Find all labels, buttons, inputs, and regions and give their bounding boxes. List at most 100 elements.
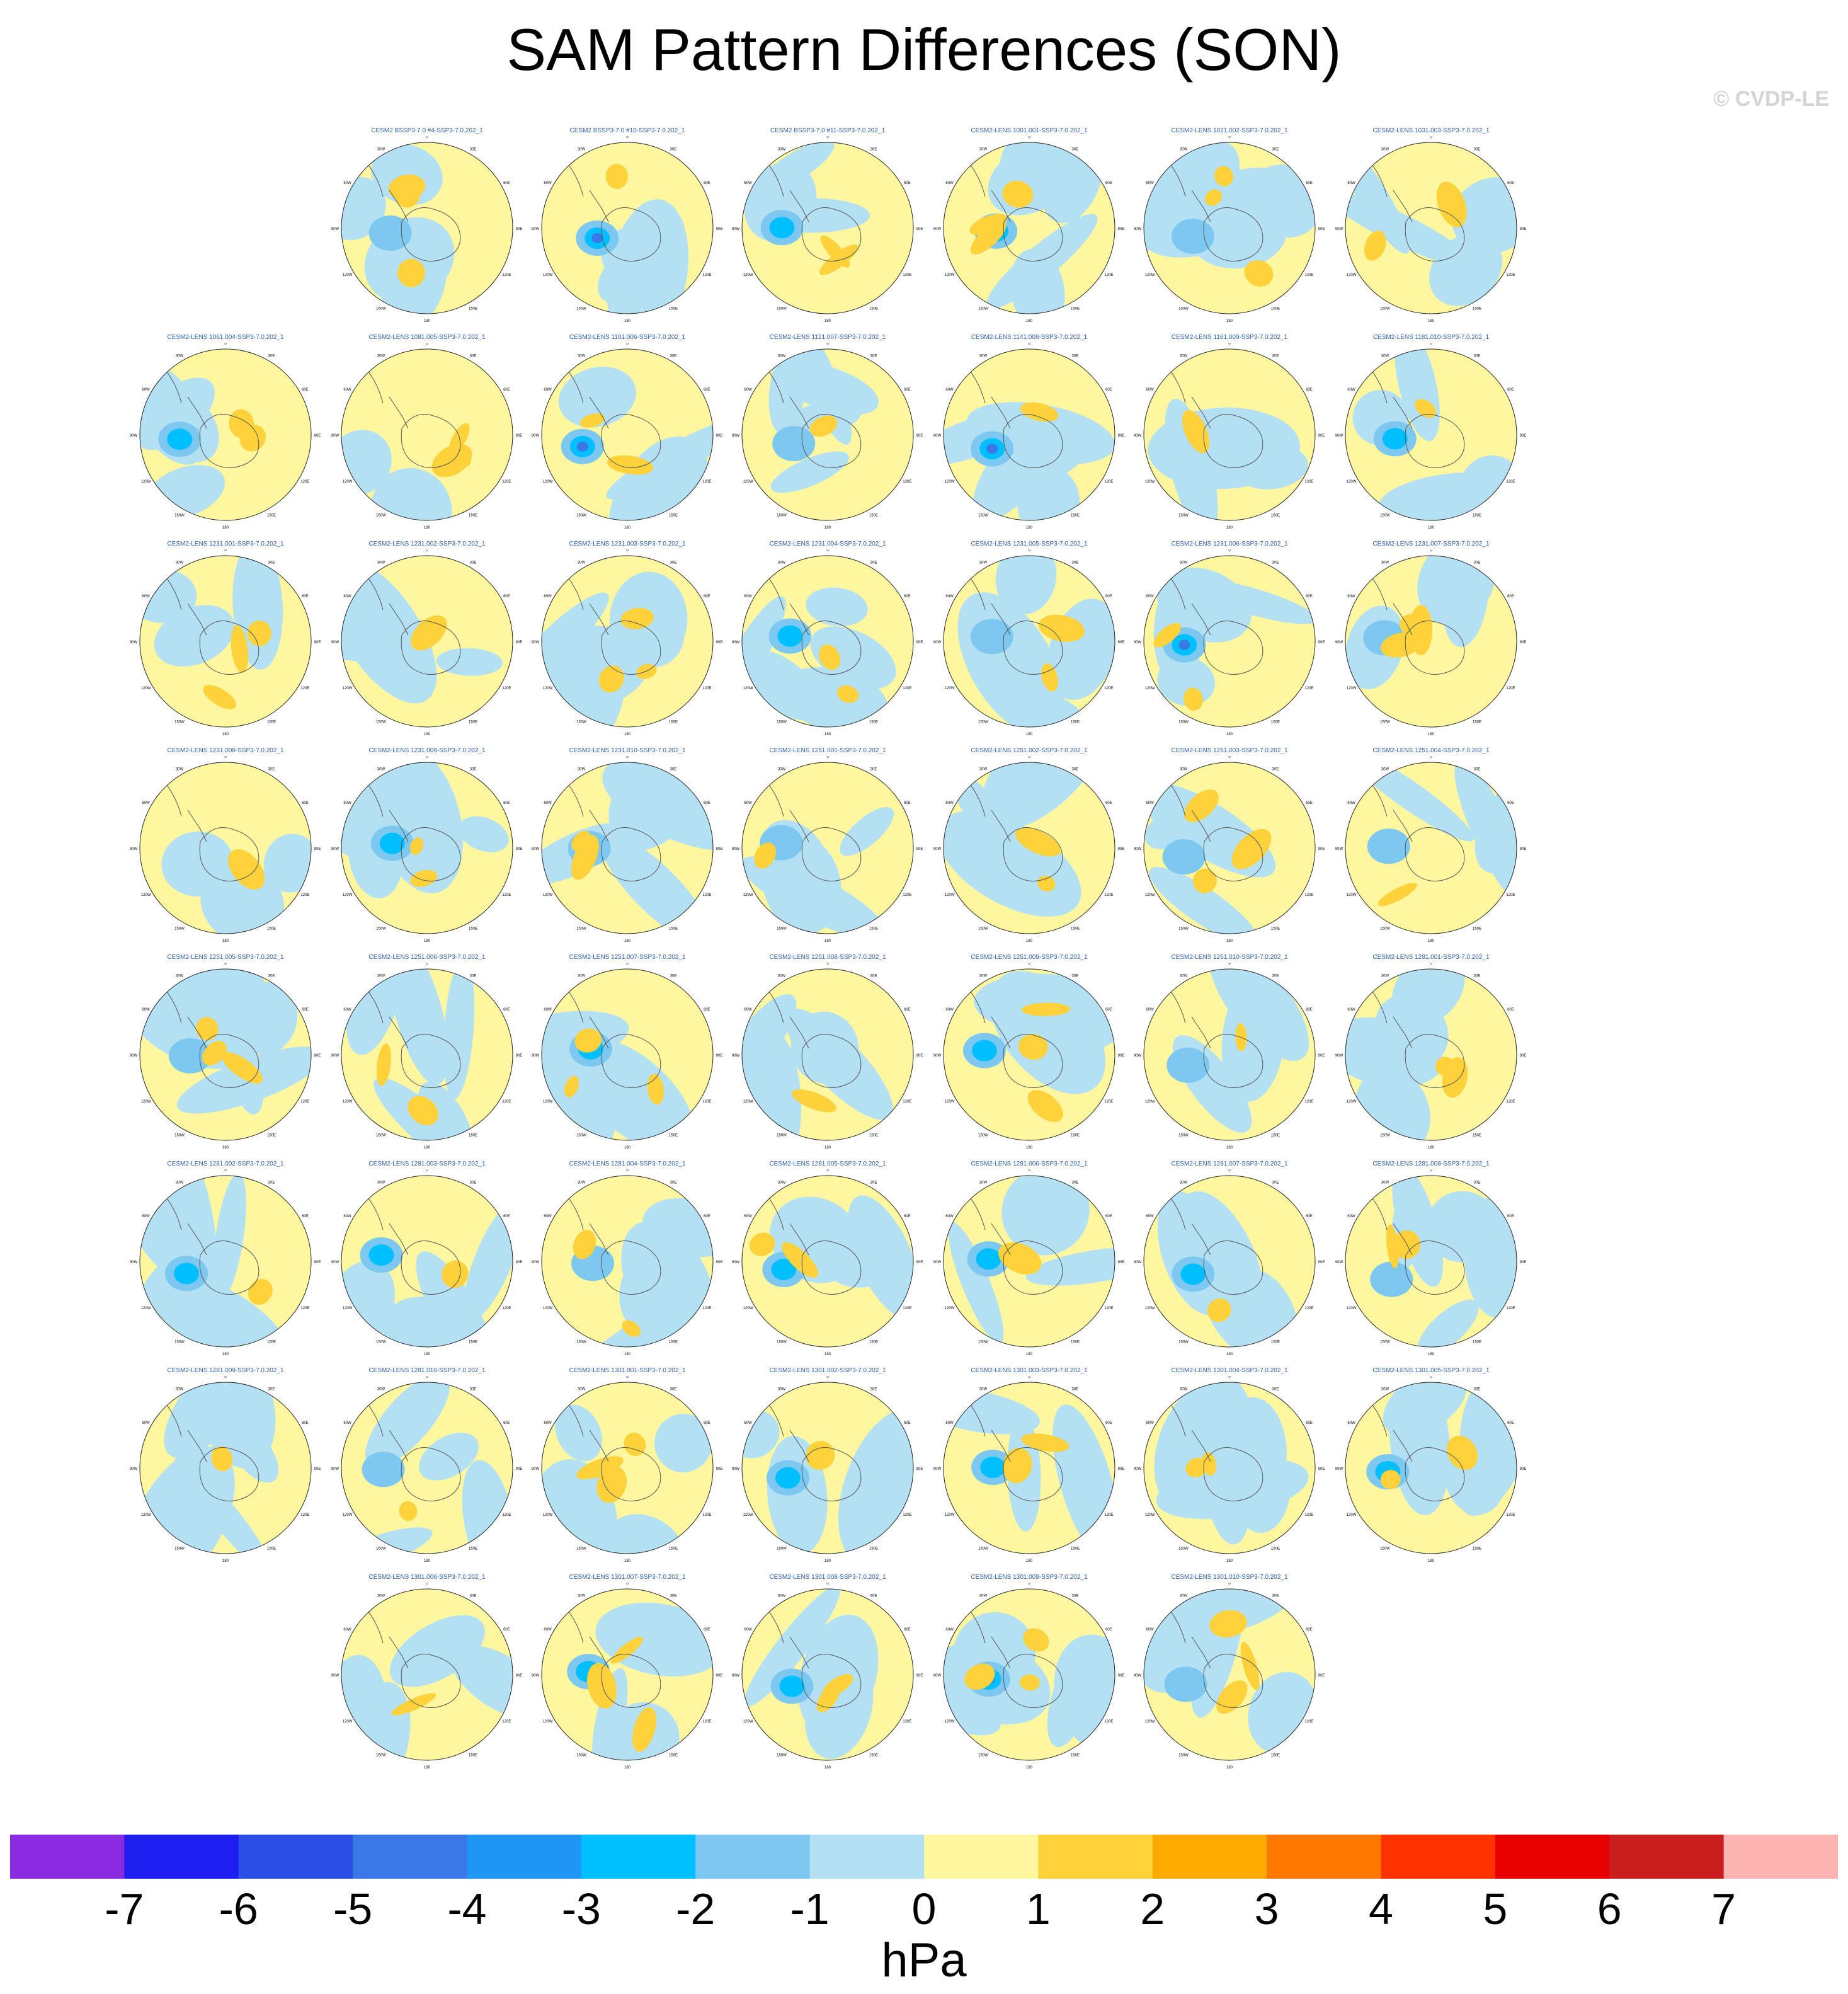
longitude-label: 0 (826, 1376, 829, 1379)
longitude-label: 120E (1104, 1307, 1113, 1310)
longitude-label: 30W (1381, 1181, 1389, 1185)
longitude-label: 120W (743, 480, 753, 484)
map-boundary (1345, 555, 1517, 728)
colorbar-tick-label: 4 (1369, 1884, 1393, 1934)
longitude-label: 150W (978, 513, 988, 517)
longitude-label: 30W (778, 1388, 786, 1392)
longitude-label: 120E (702, 1513, 711, 1517)
longitude-label: 150W (777, 927, 787, 931)
longitude-label: 60W (1347, 388, 1355, 392)
map-panel: CESM2 BSSP3-7.0 #11-SSP3-7.0.202_1 0 30E 60… (727, 127, 928, 328)
longitude-label: 30W (1180, 355, 1188, 358)
panel-title: CESM2-LENS 1251.004-SSP3-7.0.202_1 (1372, 747, 1490, 754)
longitude-label: 120E (300, 1100, 309, 1104)
longitude-label: 60W (1146, 388, 1154, 392)
longitude-label: 60W (744, 1421, 752, 1425)
longitude-label: 0 (1228, 1583, 1231, 1586)
longitude-label: 150W (376, 1133, 386, 1137)
longitude-label: 30W (578, 355, 586, 358)
polar-stereographic-map: 0 30E 60E 90E 120E 150E 180 150W 120W 90W 60W 30W (1134, 343, 1325, 530)
longitude-label: 60E (302, 1421, 309, 1425)
longitude-label: 90E (916, 434, 923, 438)
map-boundary (541, 555, 714, 728)
longitude-label: 150W (1178, 307, 1189, 311)
longitude-label: 60W (544, 1008, 552, 1012)
longitude-label: 90W (331, 227, 339, 231)
polar-stereographic-map: 0 30E 60E 90E 120E 150E 180 150W 120W 90W 60W 30W (1134, 1583, 1325, 1770)
longitude-label: 0 (826, 1583, 829, 1586)
panel-title: CESM2-LENS 1281.004-SSP3-7.0.202_1 (569, 1160, 686, 1167)
longitude-label: 120W (743, 687, 753, 690)
longitude-label: 30E (1072, 355, 1079, 358)
longitude-label: 30E (870, 975, 877, 978)
longitude-label: 150E (869, 513, 878, 517)
colorbar-swatch (1495, 1835, 1610, 1879)
longitude-label: 150E (869, 307, 878, 311)
longitude-label: 120E (300, 480, 309, 484)
longitude-label: 150E (1473, 513, 1481, 517)
longitude-label: 60E (904, 801, 911, 805)
map-boundary (139, 1175, 312, 1348)
longitude-label: 60E (1105, 801, 1112, 805)
longitude-label: 60E (1105, 595, 1112, 599)
panel-title: CESM2-LENS 1251.006-SSP3-7.0.202_1 (368, 954, 486, 961)
longitude-label: 90W (532, 1261, 540, 1264)
longitude-label: 120E (903, 1720, 911, 1724)
longitude-label: 180 (222, 1559, 229, 1563)
map-boundary (741, 968, 914, 1141)
map-panel: CESM2-LENS 1301.004-SSP3-7.0.202_1 0 30E 60… (1129, 1367, 1330, 1567)
longitude-label: 120W (343, 1100, 353, 1104)
longitude-label: 180 (1428, 1146, 1435, 1150)
colorbar (10, 1835, 1838, 1879)
longitude-label: 120W (945, 1307, 955, 1310)
polar-stereographic-map: 0 30E 60E 90E 120E 150E 180 150W 120W 90W 60W 30W (1134, 136, 1325, 323)
longitude-label: 0 (626, 1376, 629, 1379)
longitude-label: 120E (1304, 1100, 1313, 1104)
longitude-label: 30E (670, 768, 677, 772)
polar-stereographic-map: 0 30E 60E 90E 120E 150E 180 150W 120W 90W 60W 30W (933, 343, 1125, 530)
longitude-label: 30E (268, 768, 275, 772)
colorbar-tick-label: -5 (333, 1884, 373, 1934)
longitude-label: 30E (870, 1388, 877, 1392)
longitude-label: 120W (543, 893, 553, 897)
panel-title: CESM2-LENS 1281.006-SSP3-7.0.202_1 (971, 1160, 1088, 1167)
longitude-label: 30E (1474, 975, 1481, 978)
longitude-label: 90E (314, 1467, 321, 1471)
longitude-label: 30E (670, 1181, 677, 1185)
longitude-label: 150W (777, 1133, 787, 1137)
colorbar-swatch (581, 1835, 696, 1879)
longitude-label: 180 (1226, 526, 1233, 530)
longitude-label: 0 (224, 1169, 227, 1172)
longitude-label: 0 (224, 549, 227, 553)
longitude-label: 60E (904, 388, 911, 392)
longitude-label: 90E (314, 1054, 321, 1058)
longitude-label: 150W (777, 720, 787, 724)
longitude-label: 0 (1028, 549, 1030, 553)
longitude-label: 120W (1347, 687, 1357, 690)
map-boundary (341, 762, 513, 934)
longitude-label: 120W (743, 1100, 753, 1104)
map-boundary (541, 968, 714, 1141)
colorbar-swatch (924, 1835, 1039, 1879)
longitude-label: 0 (1228, 1169, 1231, 1172)
longitude-label: 0 (1228, 756, 1231, 759)
longitude-label: 120W (1145, 1100, 1155, 1104)
colorbar-tick-label: 3 (1254, 1884, 1279, 1934)
polar-stereographic-map: 0 30E 60E 90E 120E 150E 180 150W 120W 90W 60W 30W (732, 1169, 923, 1356)
longitude-label: 180 (424, 319, 431, 323)
map-boundary (741, 348, 914, 521)
longitude-label: 60W (1347, 595, 1355, 599)
longitude-label: 0 (1228, 963, 1231, 966)
longitude-label: 120E (502, 1513, 511, 1517)
map-panel: CESM2-LENS 1251.005-SSP3-7.0.202_1 0 30E 60… (125, 954, 326, 1154)
longitude-label: 90E (916, 1467, 923, 1471)
longitude-label: 60W (945, 1421, 954, 1425)
longitude-label: 90W (1134, 1674, 1142, 1678)
longitude-label: 150E (1473, 1340, 1481, 1344)
colorbar-tick-label: 1 (1025, 1884, 1051, 1934)
longitude-label: 30E (470, 1388, 477, 1392)
longitude-label: 90E (916, 227, 923, 231)
longitude-label: 60E (1507, 801, 1514, 805)
longitude-label: 150W (978, 1340, 988, 1344)
longitude-label: 180 (624, 939, 631, 943)
